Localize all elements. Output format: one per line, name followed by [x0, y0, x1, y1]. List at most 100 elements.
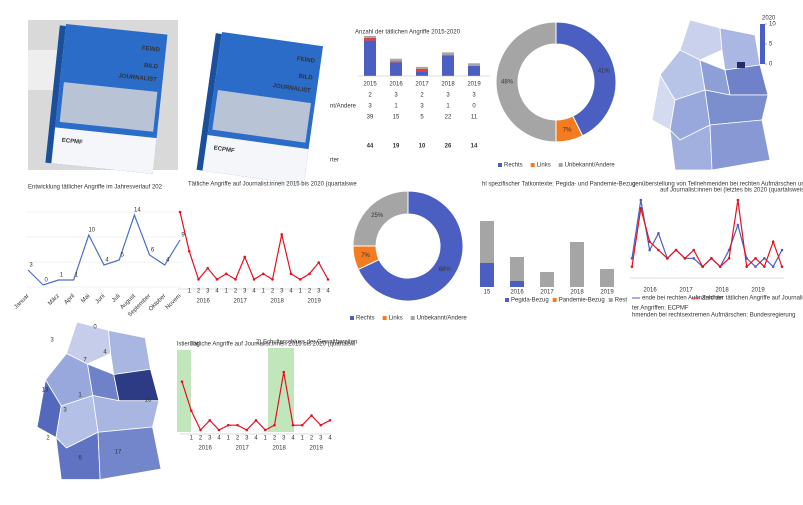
data-label: 0 — [45, 278, 49, 284]
bar-segment — [416, 68, 428, 72]
bar-segment — [442, 52, 454, 56]
table-cell: 5 — [420, 115, 424, 121]
data-point — [692, 257, 696, 260]
note: hmenden bei rechtsextremen Aufmärschen: … — [632, 313, 795, 319]
data-point — [780, 248, 784, 252]
donut-tile[interactable]: 68% 7% 25% Rechts Links Unbekannt/Andere — [350, 190, 468, 322]
table-cell: 22 — [445, 115, 452, 121]
comparison-line-chart-tile[interactable]: genüberstellung von Teilnehmenden bei re… — [630, 182, 803, 319]
data-line — [27, 213, 181, 286]
year-label: 2018 — [272, 446, 286, 452]
x-tick-label: 3 — [282, 436, 286, 442]
context-bar-chart-tile[interactable]: hl spezifischer Tatkontexte: Pegida- und… — [480, 182, 636, 304]
map-region — [92, 394, 160, 433]
data-point — [710, 257, 713, 260]
data-point — [727, 257, 731, 260]
book-title: BILD — [144, 63, 159, 71]
legend-label: ende bei rechten Aufmärschen — [642, 296, 723, 302]
book-title: FEIND — [142, 46, 161, 54]
x-tick-label: 1 — [188, 289, 192, 295]
map-region — [113, 368, 160, 402]
slice-label: 48% — [501, 80, 514, 86]
bar-segment — [364, 37, 376, 41]
legend-swatch — [410, 316, 415, 320]
quarterly-line-chart-tile[interactable]: Tätliche Angriffe auf Journalist:innen 2… — [177, 340, 357, 452]
data-point — [273, 423, 276, 427]
x-tick-label: 3 — [317, 289, 321, 295]
data-label: 10 — [88, 228, 95, 234]
data-point — [736, 223, 740, 227]
x-tick-label: 2015 — [363, 82, 377, 88]
book-footer — [202, 134, 309, 185]
data-point — [763, 257, 766, 260]
donut-tile[interactable]: 41% 7% 48% Rechts Links Unbekannt/Andere — [495, 21, 617, 169]
data-label: 6 — [151, 248, 155, 254]
region-value: 16 — [145, 398, 152, 404]
table-cell: 3 — [446, 93, 450, 99]
data-point — [261, 272, 265, 276]
legend-label: Unbekannt/Andere — [417, 316, 468, 322]
chart-title: Tätliche Angriffe auf Journalist:innen 2… — [188, 182, 357, 188]
bar-segment — [416, 71, 428, 76]
book-photo — [212, 89, 311, 143]
year-label: 2019 — [751, 288, 765, 294]
x-tick-label: 3 — [206, 289, 210, 295]
book: FEIND BILD JOURNALIST ECPMF — [45, 23, 168, 174]
region-value: 13 — [42, 388, 49, 394]
data-point — [208, 419, 212, 422]
data-point — [217, 428, 221, 432]
x-tick-label: 2 — [236, 436, 240, 442]
x-tick-label: Juli — [111, 293, 122, 304]
bar-segment — [390, 62, 402, 76]
data-point — [263, 428, 267, 432]
x-tick-label: 2018 — [441, 82, 455, 88]
slice-label: 7% — [361, 253, 370, 259]
scale-label: 0 — [769, 62, 773, 68]
data-point — [780, 265, 784, 268]
year-label: 2016 — [196, 299, 210, 305]
bar-segment — [442, 55, 454, 56]
region-value: 17 — [115, 450, 122, 456]
legend-label: Unbekannt/Andere — [565, 163, 616, 169]
book-title: FEIND — [297, 56, 316, 65]
scale-label: 5 — [769, 42, 773, 48]
row-label: nt/Andere — [330, 104, 357, 110]
x-tick-label: 4 — [254, 436, 258, 442]
x-tick-label: 2017 — [540, 290, 554, 296]
x-tick-label: 3 — [243, 289, 247, 295]
quarterly-line-chart-tile[interactable]: Tätliche Angriffe auf Journalist:innen 2… — [178, 182, 357, 305]
year-label: 2016 — [198, 446, 212, 452]
book-footer — [51, 127, 157, 174]
data-point — [206, 266, 210, 270]
table-total: 26 — [445, 144, 452, 150]
table-cell: 1 — [394, 104, 398, 110]
book-publisher: ECPMF — [61, 138, 83, 146]
x-tick-label: 4 — [291, 436, 295, 442]
x-tick-label: 2019 — [467, 82, 481, 88]
data-point — [224, 272, 228, 276]
year-label: 2017 — [233, 299, 247, 305]
stacked-table-chart-tile[interactable]: Anzahl der tätlichen Angriffe 2015-2020 2… — [330, 30, 490, 164]
year-label: 2017 — [235, 446, 249, 452]
donut-slice — [495, 21, 557, 143]
bar-segment — [364, 36, 376, 38]
year-label: 2019 — [307, 299, 321, 305]
data-point — [226, 423, 230, 427]
data-point — [280, 233, 284, 236]
table-cell: 0 — [472, 104, 476, 110]
table-total: 19 — [393, 144, 400, 150]
data-label: 9 — [181, 233, 185, 239]
x-tick-label: 15 — [484, 290, 491, 296]
map-highlight — [737, 62, 745, 68]
map-region — [679, 19, 723, 61]
x-tick-label: 2 — [199, 436, 203, 442]
region-value: 3 — [50, 338, 54, 344]
region-value: 6 — [78, 456, 82, 462]
data-point — [754, 257, 757, 260]
data-point — [771, 240, 775, 243]
data-point — [236, 423, 239, 427]
